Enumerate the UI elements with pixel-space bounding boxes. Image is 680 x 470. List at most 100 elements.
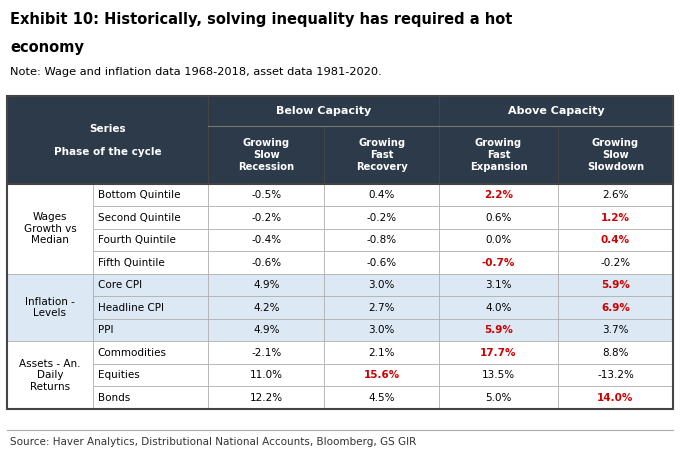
Bar: [324, 274, 439, 297]
Text: Growing
Fast
Expansion: Growing Fast Expansion: [470, 138, 528, 172]
Bar: [209, 229, 324, 251]
Bar: [7, 96, 209, 184]
Text: Growing
Slow
Recession: Growing Slow Recession: [238, 138, 294, 172]
Text: 3.7%: 3.7%: [602, 325, 629, 335]
Bar: [439, 184, 558, 206]
Bar: [439, 229, 558, 251]
Bar: [93, 184, 209, 206]
Text: Bottom Quintile: Bottom Quintile: [98, 190, 180, 200]
Text: 12.2%: 12.2%: [250, 392, 283, 403]
Text: -0.6%: -0.6%: [367, 258, 396, 267]
Text: 0.4%: 0.4%: [369, 190, 395, 200]
Bar: [558, 251, 673, 274]
Text: Fourth Quintile: Fourth Quintile: [98, 235, 175, 245]
Bar: [558, 274, 673, 297]
Text: 17.7%: 17.7%: [480, 348, 517, 358]
Bar: [439, 206, 558, 229]
Text: 4.9%: 4.9%: [253, 325, 279, 335]
Bar: [324, 297, 439, 319]
Bar: [324, 184, 439, 206]
Bar: [558, 126, 673, 184]
Text: -0.2%: -0.2%: [251, 212, 282, 223]
Bar: [324, 229, 439, 251]
Bar: [93, 319, 209, 341]
Text: 2.7%: 2.7%: [369, 303, 395, 313]
Text: 3.1%: 3.1%: [486, 280, 512, 290]
Text: 4.0%: 4.0%: [486, 303, 512, 313]
Bar: [209, 206, 324, 229]
Text: 0.6%: 0.6%: [486, 212, 512, 223]
Text: economy: economy: [10, 40, 84, 55]
Text: Exhibit 10: Historically, solving inequality has required a hot: Exhibit 10: Historically, solving inequa…: [10, 12, 513, 27]
Text: Wages
Growth vs
Median: Wages Growth vs Median: [24, 212, 76, 245]
Bar: [93, 251, 209, 274]
Text: 0.4%: 0.4%: [601, 235, 630, 245]
Text: 1.2%: 1.2%: [601, 212, 630, 223]
Text: Growing
Slow
Slowdown: Growing Slow Slowdown: [587, 138, 644, 172]
Text: 0.0%: 0.0%: [486, 235, 511, 245]
Text: Inflation -
Levels: Inflation - Levels: [25, 297, 75, 319]
Bar: [209, 126, 324, 184]
Text: 2.2%: 2.2%: [484, 190, 513, 200]
Text: Core CPI: Core CPI: [98, 280, 142, 290]
Bar: [324, 126, 439, 184]
Bar: [558, 206, 673, 229]
Text: 6.9%: 6.9%: [601, 303, 630, 313]
Bar: [558, 341, 673, 364]
Text: -0.7%: -0.7%: [482, 258, 515, 267]
Bar: [7, 96, 673, 409]
Bar: [439, 341, 558, 364]
Text: 13.5%: 13.5%: [482, 370, 515, 380]
Text: Growing
Fast
Recovery: Growing Fast Recovery: [356, 138, 407, 172]
Text: Note: Wage and inflation data 1968-2018, asset data 1981-2020.: Note: Wage and inflation data 1968-2018,…: [10, 67, 382, 77]
Text: Below Capacity: Below Capacity: [276, 106, 371, 116]
Bar: [209, 274, 324, 297]
Text: 8.8%: 8.8%: [602, 348, 629, 358]
Bar: [558, 386, 673, 409]
Bar: [93, 341, 209, 364]
Bar: [324, 386, 439, 409]
Bar: [209, 386, 324, 409]
Bar: [439, 319, 558, 341]
Text: 5.9%: 5.9%: [601, 280, 630, 290]
Bar: [558, 297, 673, 319]
Text: Bonds: Bonds: [98, 392, 130, 403]
Bar: [439, 364, 558, 386]
Bar: [209, 341, 324, 364]
Bar: [439, 251, 558, 274]
Text: 2.1%: 2.1%: [369, 348, 395, 358]
Text: 11.0%: 11.0%: [250, 370, 283, 380]
Bar: [93, 274, 209, 297]
Text: -2.1%: -2.1%: [251, 348, 282, 358]
Bar: [439, 297, 558, 319]
Text: Fifth Quintile: Fifth Quintile: [98, 258, 165, 267]
Text: -0.6%: -0.6%: [251, 258, 282, 267]
Text: Headline CPI: Headline CPI: [98, 303, 164, 313]
Text: -0.2%: -0.2%: [600, 258, 630, 267]
Text: 5.0%: 5.0%: [486, 392, 512, 403]
Text: -13.2%: -13.2%: [597, 370, 634, 380]
Text: Second Quintile: Second Quintile: [98, 212, 180, 223]
Bar: [7, 274, 93, 341]
Bar: [209, 364, 324, 386]
Text: -0.2%: -0.2%: [367, 212, 396, 223]
Text: -0.4%: -0.4%: [251, 235, 282, 245]
Bar: [324, 206, 439, 229]
Bar: [7, 184, 93, 274]
Text: 15.6%: 15.6%: [364, 370, 400, 380]
Bar: [209, 319, 324, 341]
Bar: [439, 386, 558, 409]
Text: Above Capacity: Above Capacity: [508, 106, 605, 116]
Bar: [209, 96, 439, 126]
Bar: [558, 229, 673, 251]
Text: 4.2%: 4.2%: [253, 303, 279, 313]
Bar: [93, 206, 209, 229]
Text: -0.8%: -0.8%: [367, 235, 396, 245]
Bar: [558, 364, 673, 386]
Bar: [209, 184, 324, 206]
Bar: [93, 386, 209, 409]
Text: Source: Haver Analytics, Distributional National Accounts, Bloomberg, GS GIR: Source: Haver Analytics, Distributional …: [10, 437, 416, 447]
Bar: [439, 126, 558, 184]
Bar: [324, 319, 439, 341]
Text: 2.6%: 2.6%: [602, 190, 629, 200]
